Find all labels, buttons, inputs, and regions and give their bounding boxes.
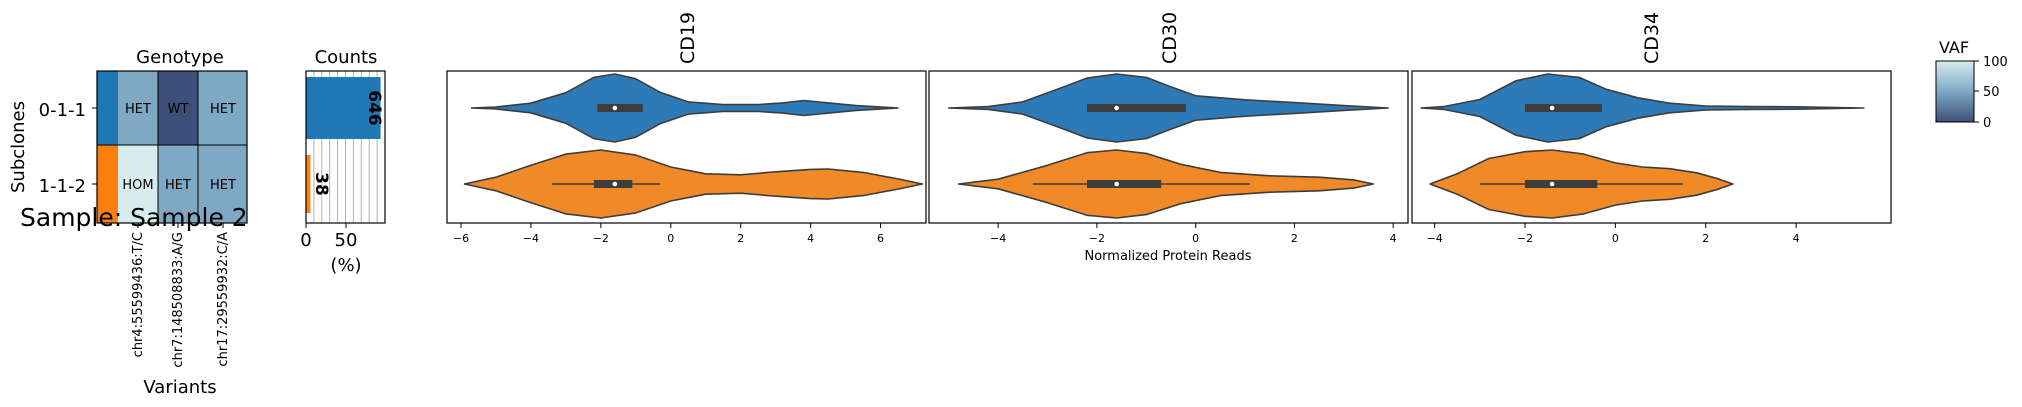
heatmap-cell [198,145,247,223]
violin-iqr-box [1087,180,1162,188]
heatmap-cell [158,145,198,223]
violin-iqr-box [1087,104,1186,112]
sample-label: Sample: Sample 2 [20,203,248,232]
variant-tick-label: chr7:148508833:A/G [171,232,186,368]
counts-title: Counts [315,47,378,68]
violin-panel: CD19 −6 −4 −2 0 2 4 6 [446,12,927,245]
subclone-tick-label: 1-1-2 [39,176,86,197]
colorbar-title: VAF [1939,38,1969,57]
violin-body [470,73,899,143]
violin-median-point [1114,181,1119,187]
heatmap-cell-label: HET [165,178,191,193]
violin-xtick-label: 6 [877,232,884,245]
heatmap-cell-label: HET [210,102,236,117]
heatmap-ylabel: Subclones [8,101,29,193]
violin-xtick-label: 2 [737,232,744,245]
counts-panel: Counts 646 38 0 50 (%) [300,47,386,276]
violin-iqr-box [1524,104,1602,112]
variant-tick-label: chr4:55599436:T/C [131,232,146,357]
count-bar [306,155,311,213]
count-label: 646 [364,90,384,126]
violin-xtick-label: −2 [1089,232,1105,245]
violin-median-point [1549,105,1555,111]
count-bar [306,77,381,139]
violin-xtick-label: −2 [593,232,609,245]
counts-xtick-label: 0 [300,230,311,251]
violin-median-point [1549,181,1555,187]
violin-xtick-label: −4 [990,232,1006,245]
violin-xtick-label: −4 [523,232,539,245]
violin-xtick-label: 0 [1612,232,1619,245]
violin-body [1420,73,1865,143]
heatmap-cell [158,71,198,145]
violin-xtick-label: 0 [667,232,674,245]
violin-xtick-label: 2 [1702,232,1709,245]
genotype-title: Genotype [136,47,224,68]
subclone-tick-label: 0-1-1 [39,100,86,121]
heatmap-cell-label: HET [210,178,236,193]
subclone-color-cell [97,71,118,145]
violin-xtick-label: 2 [1291,232,1298,245]
heatmap-cell [198,71,247,145]
colorbar-tick-label: 0 [1983,116,1991,131]
violin-xtick-label: −4 [1426,232,1442,245]
violin-xtick-label: 0 [1192,232,1199,245]
violin-panel: CD30 −4 −2 0 2 4 Normalized Protein Reads [928,12,1409,264]
violin-iqr-box [597,104,643,112]
heatmap-cell-label: HOM [122,178,153,193]
violin-median-point [1114,105,1119,111]
heatmap-cell [118,145,158,223]
violin-median-point [612,181,618,187]
colorbar-tick-label: 50 [1983,85,2000,100]
variant-tick-label: chr17:29559932:C/A [216,232,231,367]
heatmap-cell-label: WT [168,102,189,117]
violin-panel-title: CD34 [1641,12,1663,64]
vaf-colorbar: VAF 100 50 0 [1935,38,2008,131]
genotype-heatmap: Genotype HET WT HET HOM HET HET 0-1-1 1-… [8,47,248,398]
violin-panel: CD34 −4 −2 0 2 4 [1411,12,1892,245]
counts-xtick-label: 50 [335,230,358,251]
violin-median-point [612,105,618,111]
counts-xlabel: (%) [330,255,361,276]
violin-xtick-label: 4 [807,232,814,245]
violins-xlabel: Normalized Protein Reads [1085,249,1252,264]
subclone-color-cell [97,145,118,223]
violin-panel-title: CD19 [677,12,699,64]
heatmap-cell [118,71,158,145]
violin-xtick-label: −2 [1517,232,1533,245]
violin-iqr-box [1524,180,1598,188]
count-label: 38 [311,172,331,196]
violin-xtick-label: −6 [453,232,469,245]
violin-body [463,149,924,219]
violin-xtick-label: 4 [1390,232,1397,245]
heatmap-cell-label: HET [125,102,151,117]
violin-xtick-label: 4 [1793,232,1800,245]
heatmap-xlabel: Variants [143,377,216,398]
colorbar-tick-label: 100 [1983,55,2008,70]
violin-panel-title: CD30 [1159,12,1181,64]
